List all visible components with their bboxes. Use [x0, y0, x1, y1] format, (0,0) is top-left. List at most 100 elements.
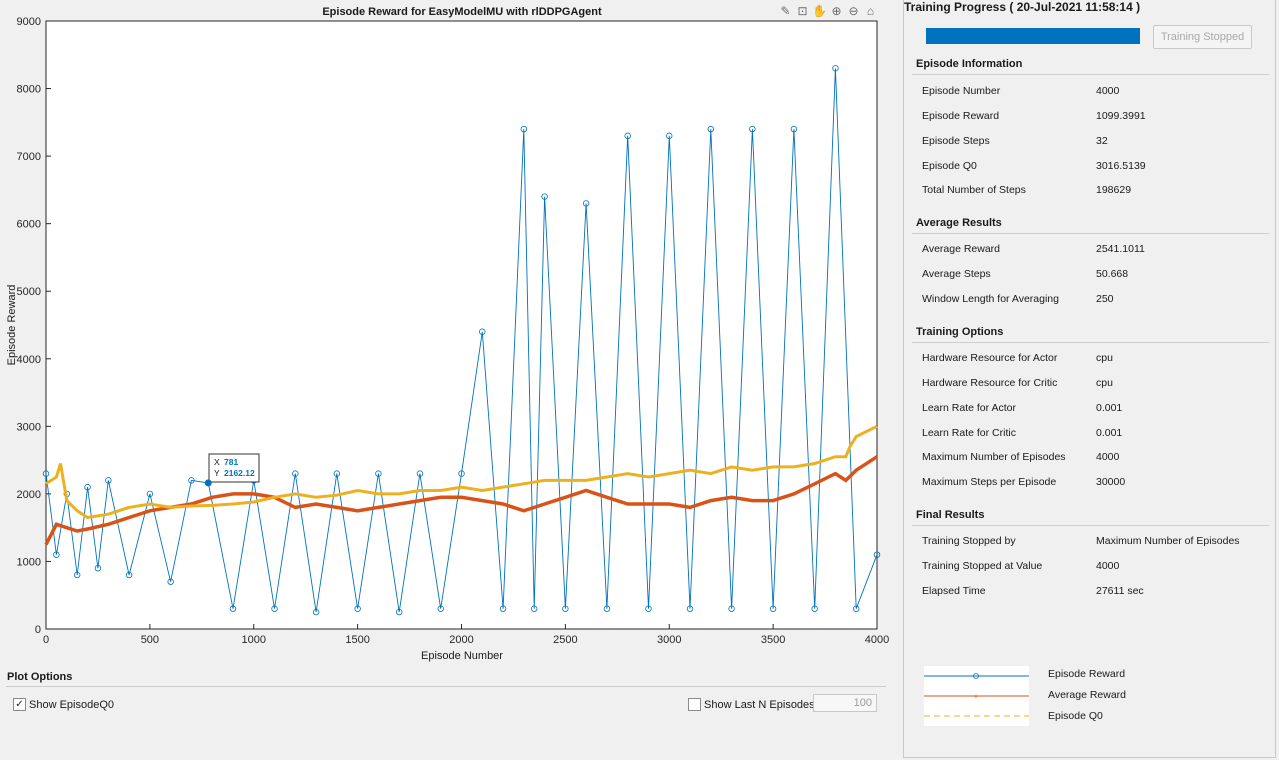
data-tip-marker	[204, 479, 212, 487]
x-axis: 0 500 1000 1500 2000 2500 3000 3500 4000	[43, 624, 889, 646]
reward-chart: Episode Reward for EasyModelMU with rlDD…	[6, 6, 889, 662]
x-tick-label: 2500	[553, 634, 577, 646]
data-tip-icon[interactable]: ⊡	[797, 3, 808, 18]
data-tip-x-label: X	[214, 457, 220, 467]
pan-icon[interactable]: ✋	[812, 3, 827, 18]
info-label: Learn Rate for Critic	[922, 427, 1016, 439]
checkbox-checked-icon[interactable]: ✓	[13, 698, 26, 711]
info-label: Episode Number	[922, 85, 1001, 97]
data-point	[375, 470, 382, 477]
x-tick-label: 4000	[865, 634, 889, 646]
info-label: Total Number of Steps	[922, 184, 1026, 196]
info-label: Window Length for Averaging	[922, 293, 1059, 305]
info-value: cpu	[1096, 352, 1113, 364]
info-label: Episode Reward	[922, 110, 1000, 122]
series-line-average-reward	[44, 455, 878, 546]
series-line-episode-reward	[45, 68, 878, 613]
info-value: Maximum Number of Episodes	[1096, 535, 1240, 547]
zoom-in-icon[interactable]: ⊕	[831, 3, 842, 18]
x-tick-label: 1000	[242, 634, 266, 646]
zoom-out-icon[interactable]: ⊖	[848, 3, 859, 18]
info-label: Average Reward	[922, 243, 1001, 255]
info-value: 50.668	[1096, 268, 1129, 280]
data-point	[728, 605, 735, 612]
data-point	[499, 605, 507, 612]
data-point	[749, 125, 756, 133]
info-value: 27611 sec	[1096, 585, 1144, 597]
y-tick-label: 8000	[17, 84, 41, 96]
data-point	[479, 328, 486, 335]
series-layer	[42, 65, 881, 616]
data-point	[769, 605, 777, 612]
y-axis: 0 1000 2000 3000 4000 5000 6000 7000 8000 9000	[17, 16, 51, 636]
info-label: Training Stopped by	[922, 535, 1016, 547]
data-tip-y-value: 2162.12	[224, 468, 255, 478]
data-point	[94, 565, 102, 572]
data-point	[707, 125, 714, 133]
data-tip-x-value: 781	[224, 457, 238, 467]
y-tick-label: 3000	[17, 421, 41, 433]
info-label: Hardware Resource for Actor	[922, 352, 1058, 364]
legend-label-episode-reward: Episode Reward	[1048, 668, 1126, 680]
info-value: 1099.3991	[1096, 110, 1146, 122]
axes-background	[45, 20, 878, 630]
info-value: 3016.5139	[1096, 160, 1146, 172]
checkbox-unchecked-icon[interactable]	[688, 698, 701, 711]
legend-label-average-reward: Average Reward	[1048, 689, 1127, 701]
info-value: 198629	[1096, 184, 1132, 196]
data-point	[125, 571, 133, 579]
data-point	[292, 470, 299, 477]
section-title: Average Results	[916, 217, 1002, 229]
y-tick-label: 1000	[17, 556, 41, 568]
data-point	[686, 605, 694, 612]
info-value: 2541.1011	[1096, 243, 1145, 255]
show-last-n-checkbox[interactable]: Show Last N Episodes	[688, 698, 815, 711]
last-n-episodes-input[interactable]	[813, 694, 877, 712]
info-label: Episode Steps	[922, 135, 990, 147]
legend-swatch-average-reward: +	[924, 686, 1029, 706]
section-divider	[912, 525, 1269, 526]
series-line-episode-q0	[45, 424, 878, 520]
info-value: 4000	[1096, 85, 1120, 97]
data-point	[666, 132, 673, 140]
x-tick-label: 0	[43, 634, 49, 646]
data-point	[873, 551, 881, 558]
y-tick-label: 4000	[17, 354, 41, 366]
chart-title: Episode Reward for EasyModelMU with rlDD…	[322, 6, 602, 18]
section-divider	[912, 342, 1269, 343]
show-episode-q0-checkbox[interactable]: ✓ Show EpisodeQ0	[13, 698, 114, 711]
info-value: 4000	[1096, 560, 1120, 572]
show-last-n-label: Show Last N Episodes	[704, 698, 815, 711]
x-tick-label: 3000	[657, 634, 681, 646]
info-label: Learn Rate for Actor	[922, 402, 1016, 414]
info-value: cpu	[1096, 377, 1113, 389]
home-icon[interactable]: ⌂	[866, 3, 875, 18]
data-point	[603, 605, 611, 612]
data-point	[271, 605, 278, 612]
info-value: 0.001	[1096, 402, 1123, 414]
legend-swatch-episode-q0	[924, 706, 1029, 726]
data-point	[832, 65, 839, 72]
data-point	[811, 605, 818, 612]
data-point	[458, 470, 465, 477]
data-tip-y-label: Y	[214, 468, 220, 478]
data-point	[645, 605, 652, 612]
info-label: Hardware Resource for Critic	[922, 377, 1058, 389]
svg-text:+: +	[974, 692, 979, 701]
info-label: Maximum Number of Episodes	[922, 451, 1066, 463]
data-point	[853, 605, 860, 612]
training-stopped-button[interactable]: Training Stopped	[1153, 25, 1252, 49]
section-divider	[912, 233, 1269, 234]
info-label: Training Stopped at Value	[922, 560, 1043, 572]
y-tick-label: 0	[35, 624, 41, 636]
x-tick-label: 500	[141, 634, 159, 646]
info-value: 0.001	[1096, 427, 1123, 439]
data-point	[437, 605, 444, 612]
section-title: Final Results	[916, 509, 985, 521]
info-value: 30000	[1096, 476, 1126, 488]
brush-icon[interactable]: ✎	[780, 3, 791, 18]
plot-area: Episode Reward for EasyModelMU with rlDD…	[6, 3, 889, 663]
data-point	[562, 605, 569, 612]
data-point	[42, 470, 50, 477]
data-tip[interactable]: X 781 Y 2162.12	[204, 453, 260, 487]
